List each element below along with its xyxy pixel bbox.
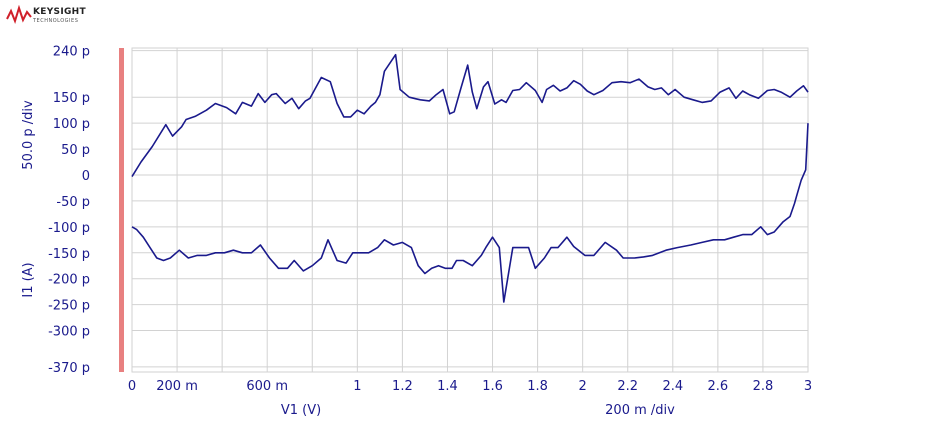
- y-tick-label: 100 p: [53, 117, 90, 132]
- y-tick-label: -100 p: [48, 221, 90, 236]
- y-tick-label: 0: [82, 169, 90, 184]
- y-tick-label: 240 p: [53, 45, 90, 60]
- x-tick-label: 2.2: [617, 379, 638, 394]
- y-tick-label: -300 p: [48, 325, 90, 340]
- grid: [132, 48, 808, 372]
- x-tick-label: 600 m: [246, 379, 288, 394]
- x-tick-label: 1.8: [527, 379, 548, 394]
- x-tick-label: 1.6: [482, 379, 503, 394]
- y-tick-label: -370 p: [48, 361, 90, 376]
- x-tick-label: 3: [804, 379, 812, 394]
- x-tick-label: 1.4: [437, 379, 458, 394]
- y-tick-label: 150 p: [53, 91, 90, 106]
- x-tick-label: 2: [579, 379, 587, 394]
- x-tick-label: 2.4: [662, 379, 683, 394]
- x-tick-labels: 0 200 m 600 m 1 1.2 1.4 1.6 1.8 2 2.2 2.4 2.6 2.8 3: [128, 379, 812, 394]
- x-tick-label: 1: [353, 379, 361, 394]
- y-tick-label: -50 p: [56, 195, 90, 210]
- y-axis-label: I1 (A): [21, 262, 36, 297]
- left-marker-bar: [119, 48, 124, 372]
- y-tick-label: -250 p: [48, 299, 90, 314]
- x-tick-label: 1.2: [392, 379, 413, 394]
- x-scale-label: 200 m /div: [605, 403, 675, 418]
- y-scale-label: 50.0 p /div: [21, 100, 36, 170]
- y-tick-labels: 240 p 150 p 100 p 50 p 0 -50 p -100 p -150 p -20…: [48, 45, 90, 376]
- x-tick-label: 2.6: [708, 379, 729, 394]
- y-tick-label: -200 p: [48, 273, 90, 288]
- y-tick-label: 50 p: [61, 143, 90, 158]
- y-tick-label: -150 p: [48, 247, 90, 262]
- x-tick-label: 200 m: [156, 379, 198, 394]
- x-tick-label: 0: [128, 379, 136, 394]
- x-axis-label: V1 (V): [281, 403, 321, 418]
- plot-frame: [132, 48, 808, 372]
- x-tick-label: 2.8: [753, 379, 774, 394]
